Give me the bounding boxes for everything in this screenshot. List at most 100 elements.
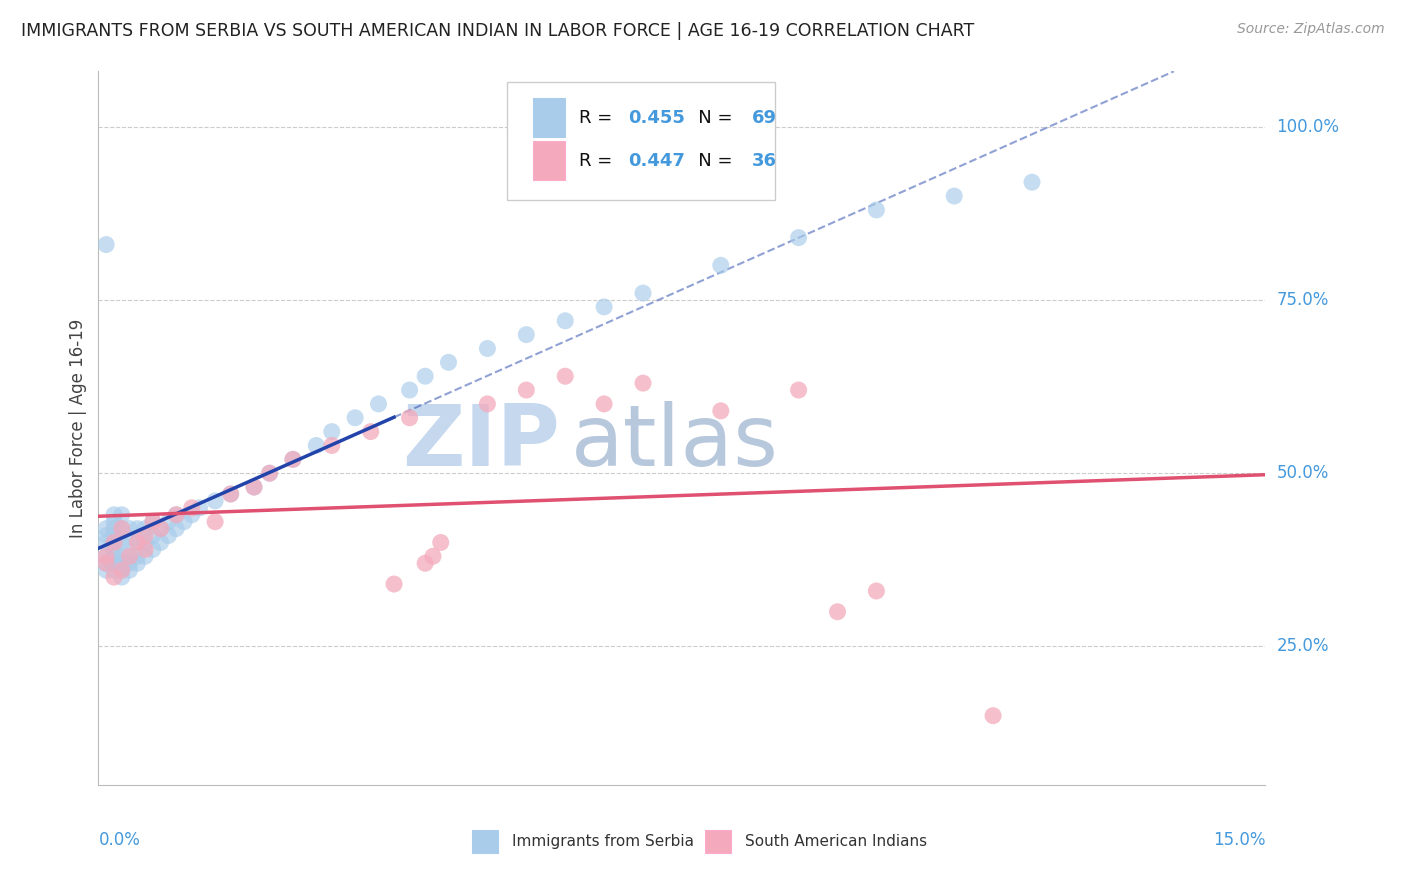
- Point: [142, 528, 165, 542]
- Text: 100.0%: 100.0%: [1277, 118, 1340, 136]
- Point: [96, 535, 118, 549]
- Point: [96, 563, 118, 577]
- Point: [111, 522, 134, 536]
- Point: [127, 535, 149, 549]
- Point: [413, 556, 436, 570]
- Point: [103, 563, 125, 577]
- Point: [429, 535, 451, 549]
- Point: [118, 522, 141, 536]
- Point: [103, 522, 125, 536]
- Point: [127, 549, 149, 564]
- Point: [111, 570, 134, 584]
- Text: 0.447: 0.447: [628, 152, 685, 169]
- Point: [111, 522, 134, 536]
- Point: [103, 515, 125, 529]
- Point: [165, 508, 187, 522]
- Point: [554, 369, 576, 384]
- Point: [111, 556, 134, 570]
- Point: [188, 500, 211, 515]
- Point: [344, 410, 367, 425]
- Point: [219, 487, 242, 501]
- Point: [321, 425, 343, 439]
- Point: [180, 508, 202, 522]
- Point: [243, 480, 266, 494]
- Point: [243, 480, 266, 494]
- Point: [134, 522, 156, 536]
- Text: 75.0%: 75.0%: [1277, 291, 1329, 309]
- Point: [118, 563, 141, 577]
- Point: [593, 397, 616, 411]
- Point: [118, 549, 141, 564]
- Point: [305, 438, 328, 452]
- Point: [111, 563, 134, 577]
- Point: [981, 708, 1004, 723]
- Point: [103, 542, 125, 557]
- Point: [204, 494, 226, 508]
- Point: [787, 383, 810, 397]
- Point: [118, 535, 141, 549]
- Bar: [706, 830, 731, 853]
- Point: [631, 286, 654, 301]
- Point: [382, 577, 405, 591]
- Point: [593, 300, 616, 314]
- Text: South American Indians: South American Indians: [745, 834, 927, 849]
- Point: [134, 542, 156, 557]
- Text: 36: 36: [752, 152, 778, 169]
- Point: [180, 500, 202, 515]
- Point: [321, 438, 343, 452]
- Point: [787, 230, 810, 244]
- Point: [398, 410, 420, 425]
- Point: [1021, 175, 1043, 189]
- Point: [142, 515, 165, 529]
- Point: [96, 528, 118, 542]
- Point: [96, 549, 118, 564]
- Point: [165, 508, 187, 522]
- Point: [111, 549, 134, 564]
- Point: [103, 528, 125, 542]
- Point: [103, 535, 125, 549]
- Point: [865, 584, 887, 599]
- Point: [259, 466, 281, 480]
- Point: [96, 522, 118, 536]
- Point: [149, 522, 172, 536]
- Text: 0.455: 0.455: [628, 109, 685, 127]
- Point: [103, 549, 125, 564]
- Point: [127, 522, 149, 536]
- Point: [422, 549, 444, 564]
- Text: atlas: atlas: [571, 401, 779, 484]
- Point: [281, 452, 304, 467]
- Point: [103, 535, 125, 549]
- Text: Immigrants from Serbia: Immigrants from Serbia: [512, 834, 693, 849]
- Point: [134, 549, 156, 564]
- Point: [134, 535, 156, 549]
- Point: [865, 202, 887, 217]
- Point: [149, 535, 172, 549]
- Point: [827, 605, 849, 619]
- Point: [281, 452, 304, 467]
- Point: [127, 556, 149, 570]
- Point: [103, 556, 125, 570]
- Text: ZIP: ZIP: [402, 401, 560, 484]
- Point: [165, 522, 187, 536]
- Point: [219, 487, 242, 501]
- Point: [127, 535, 149, 549]
- Y-axis label: In Labor Force | Age 16-19: In Labor Force | Age 16-19: [69, 318, 87, 538]
- Point: [631, 376, 654, 391]
- Bar: [472, 830, 498, 853]
- Point: [413, 369, 436, 384]
- Point: [134, 528, 156, 542]
- Point: [157, 528, 180, 542]
- Text: 69: 69: [752, 109, 778, 127]
- Point: [554, 314, 576, 328]
- Point: [173, 515, 195, 529]
- Bar: [533, 141, 565, 180]
- Point: [515, 327, 537, 342]
- Point: [142, 515, 165, 529]
- Point: [437, 355, 460, 369]
- Point: [103, 570, 125, 584]
- Point: [204, 515, 226, 529]
- FancyBboxPatch shape: [508, 82, 775, 200]
- Point: [398, 383, 420, 397]
- Point: [360, 425, 382, 439]
- Text: Source: ZipAtlas.com: Source: ZipAtlas.com: [1237, 22, 1385, 37]
